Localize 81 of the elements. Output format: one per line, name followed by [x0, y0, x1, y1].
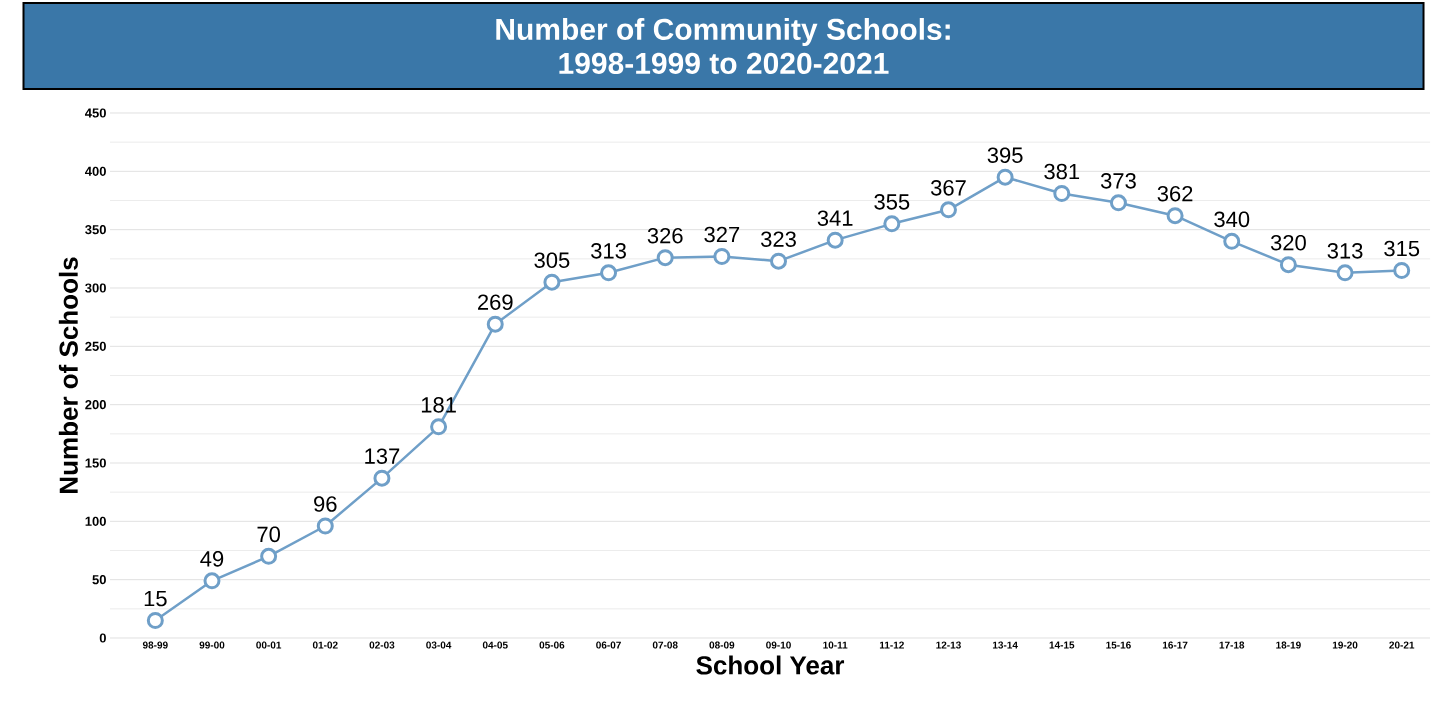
point — [1393, 262, 1411, 279]
x-tick-label: 11-12 — [879, 641, 904, 649]
y-tick-label: 150 — [85, 458, 106, 468]
point — [430, 418, 448, 436]
point — [656, 249, 674, 267]
x-tick-label: 16-17 — [1162, 641, 1188, 649]
x-tick-label: 03-04 — [426, 641, 452, 649]
y-tick-label: 400 — [84, 166, 106, 176]
point — [543, 273, 561, 291]
point — [146, 612, 164, 629]
x-tick-label: 05-06 — [539, 641, 565, 649]
point — [1336, 264, 1354, 282]
data-label: 49 — [200, 551, 224, 567]
data-label: 15 — [144, 590, 167, 607]
x-tick-label: 12-13 — [936, 641, 961, 649]
data-label: 323 — [760, 231, 796, 247]
data-label: 355 — [874, 194, 910, 210]
x-tick-label: 14-15 — [1049, 641, 1075, 649]
y-tick-label: 0 — [99, 633, 106, 643]
data-label: 362 — [1157, 185, 1193, 202]
y-tick-label: 450 — [84, 108, 106, 118]
data-label: 395 — [987, 147, 1023, 163]
data-label: 305 — [534, 252, 570, 268]
x-axis-title: School Year — [696, 655, 845, 675]
x-tick-label: 20-21 — [1389, 641, 1415, 649]
x-tick-label: 02-03 — [369, 641, 395, 649]
data-label: 313 — [1327, 243, 1363, 259]
point — [316, 517, 334, 535]
point — [600, 264, 618, 282]
data-label: 137 — [365, 448, 400, 464]
data-label: 269 — [478, 294, 513, 310]
x-tick-label: 00-01 — [256, 641, 282, 649]
point — [1053, 185, 1071, 202]
data-label: 315 — [1384, 240, 1420, 257]
x-tick-label: 10-11 — [823, 641, 848, 649]
x-tick-label: 18-19 — [1276, 641, 1301, 649]
data-label: 327 — [704, 226, 740, 243]
x-tick-label: 09-10 — [766, 641, 791, 649]
y-tick-label: 200 — [85, 400, 106, 410]
y-tick-label: 100 — [85, 516, 106, 526]
point — [713, 248, 731, 265]
x-tick-label: 06-07 — [596, 641, 621, 649]
x-tick-label: 19-20 — [1332, 641, 1358, 649]
data-label: 340 — [1214, 211, 1250, 228]
point — [1109, 194, 1127, 212]
y-axis-title: Number of Schools — [58, 257, 78, 493]
point — [996, 168, 1014, 186]
point — [883, 215, 901, 233]
point — [939, 201, 957, 219]
x-tick-label: 98-99 — [142, 641, 168, 649]
data-label: 96 — [314, 496, 337, 512]
x-tick-label: 15-16 — [1106, 641, 1131, 649]
y-tick-label: 250 — [85, 341, 106, 351]
data-label: 373 — [1100, 173, 1136, 189]
y-tick-label: 50 — [92, 575, 106, 585]
point — [373, 469, 391, 487]
x-tick-label: 01-02 — [312, 641, 338, 649]
data-label: 341 — [817, 210, 853, 226]
point — [203, 572, 221, 590]
x-tick-label: 08-09 — [709, 641, 735, 649]
chart-title: Number of Community Schools: 1998-1999 to 2020-2021 — [496, 17, 950, 75]
x-tick-label: 99-00 — [199, 641, 225, 649]
point — [826, 231, 844, 249]
data-label: 320 — [1270, 234, 1306, 251]
x-tick-label: 13-14 — [992, 641, 1018, 649]
x-tick-label: 04-05 — [482, 641, 508, 649]
data-label: 326 — [647, 227, 683, 244]
x-tick-label: 07-08 — [652, 641, 678, 649]
point — [486, 315, 504, 333]
point — [260, 547, 278, 565]
data-label: 367 — [930, 180, 966, 196]
y-tick-label: 350 — [85, 225, 106, 235]
point — [1279, 256, 1297, 274]
y-tick-label: 300 — [85, 283, 106, 293]
point — [770, 252, 788, 270]
x-tick-label: 17-18 — [1219, 641, 1245, 649]
data-label: 313 — [591, 243, 626, 259]
data-label: 381 — [1044, 163, 1080, 180]
point — [1166, 207, 1184, 225]
data-label: 70 — [257, 526, 280, 543]
point — [1223, 232, 1241, 250]
